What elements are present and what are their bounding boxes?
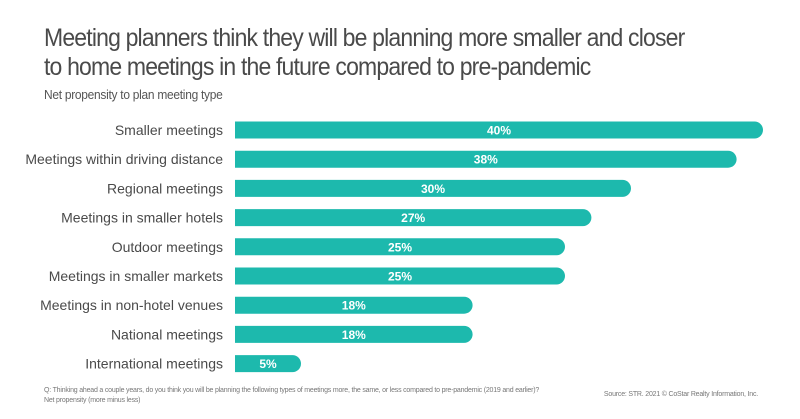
value-label: 5% xyxy=(259,357,277,371)
category-label: National meetings xyxy=(111,326,223,342)
value-label: 40% xyxy=(487,124,511,138)
category-label: Meetings within driving distance xyxy=(25,151,223,167)
bar xyxy=(235,296,473,314)
value-label: 38% xyxy=(474,153,498,167)
category-label: Regional meetings xyxy=(107,180,223,196)
value-label: 18% xyxy=(342,299,366,313)
bar xyxy=(235,209,592,227)
bar-chart: Smaller meetings 40% Meetings within drivi… xyxy=(25,121,763,373)
value-label: 25% xyxy=(388,270,412,284)
chart-title-line-2: to home meetings in the future compared … xyxy=(44,53,591,81)
value-label: 18% xyxy=(342,328,366,342)
footnote-question: Q: Thinking ahead a couple years, do you… xyxy=(44,387,540,394)
value-label: 27% xyxy=(401,211,425,225)
category-label: Outdoor meetings xyxy=(112,239,223,255)
bar xyxy=(235,150,737,168)
bar xyxy=(235,179,632,197)
value-label: 25% xyxy=(388,240,412,254)
bar xyxy=(235,238,565,256)
chart-subtitle: Net propensity to plan meeting type xyxy=(44,87,223,102)
bar xyxy=(235,121,763,139)
footnote-note: Net propensity (more minus less) xyxy=(44,397,141,404)
bar xyxy=(235,355,301,373)
category-label: International meetings xyxy=(85,356,223,372)
chart-title-line-1: Meeting planners think they will be plan… xyxy=(44,24,685,52)
category-label: Smaller meetings xyxy=(115,122,223,138)
category-label: Meetings in smaller hotels xyxy=(61,210,223,226)
category-label: Meetings in smaller markets xyxy=(49,268,223,284)
category-label: Meetings in non-hotel venues xyxy=(40,297,223,313)
chart-title: Meeting planners think they will be plan… xyxy=(44,24,706,82)
source-credit: Source: STR. 2021 © CoStar Realty Inform… xyxy=(603,391,758,398)
value-label: 30% xyxy=(421,182,445,196)
footnote: Q: Thinking ahead a couple years, do you… xyxy=(44,386,539,406)
bar xyxy=(235,325,473,343)
bar xyxy=(235,267,565,285)
